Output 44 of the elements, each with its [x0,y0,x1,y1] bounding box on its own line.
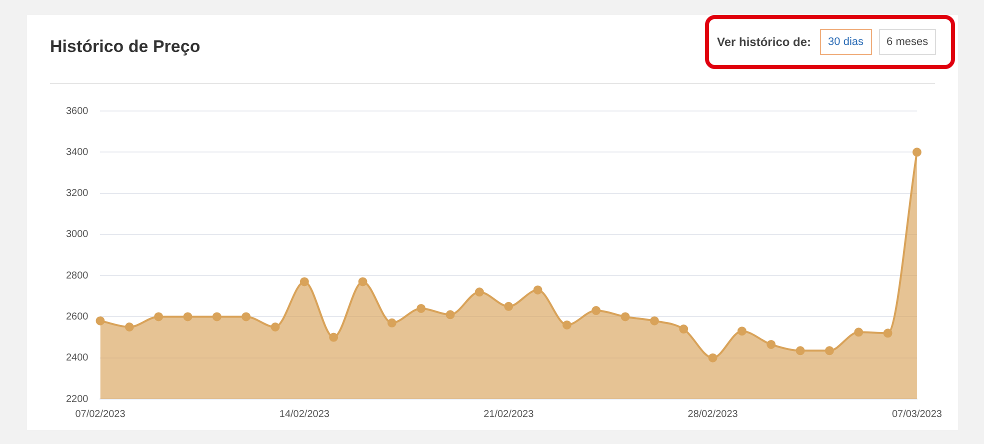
point [796,346,805,356]
point [183,312,192,322]
point [387,318,396,328]
x-tick-label: 07/03/2023 [892,408,942,420]
y-tick-label: 2600 [66,311,89,322]
chart-title: Histórico de Preço [50,37,200,57]
point [824,346,834,356]
point [766,340,776,349]
x-tick-label: 21/02/2023 [484,408,534,420]
x-tick-label: 28/02/2023 [688,408,738,420]
point [270,322,280,332]
point [446,310,455,320]
point [358,277,368,286]
point [912,148,922,157]
point [154,312,164,322]
point [620,312,630,322]
y-tick-label: 2800 [66,270,89,282]
point [737,326,746,336]
point [474,288,484,297]
point [883,328,892,338]
point [592,306,601,316]
point [96,316,105,326]
highlight-frame: Ver histórico de: 30 dias 6 meses [705,15,955,69]
point [562,320,572,330]
point [650,316,659,326]
point [124,322,134,332]
x-tick-label: 14/02/2023 [279,408,330,420]
y-tick-label: 3000 [66,229,89,240]
y-tick-label: 2200 [66,394,89,405]
y-tick-label: 3400 [66,146,89,158]
point [300,277,309,286]
point [854,328,864,337]
point [679,324,688,334]
y-tick-label: 2400 [66,352,89,364]
point [212,312,222,322]
x-tick-label: 07/02/2023 [75,408,126,420]
point [329,332,338,342]
point [504,302,514,311]
point [708,353,718,362]
point [416,304,426,313]
point [533,285,542,294]
y-tick-label: 3200 [66,188,89,200]
y-tick-label: 3600 [66,106,89,117]
point [242,312,251,322]
